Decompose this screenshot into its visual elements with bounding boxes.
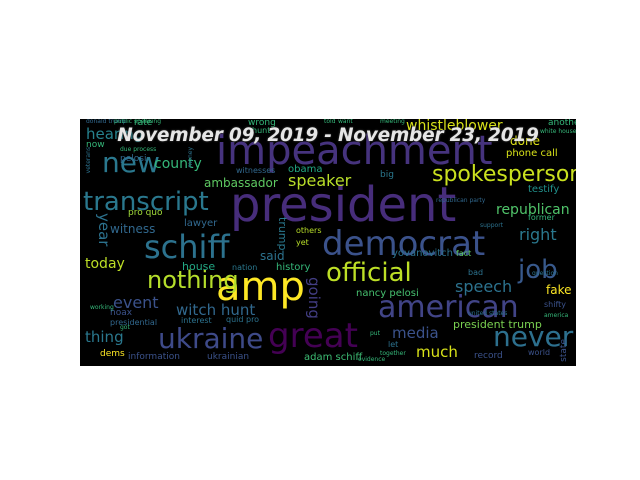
word-state: state: [559, 339, 569, 362]
word-donald-trump: donald trump: [86, 119, 127, 125]
word-shifty: shifty: [544, 300, 567, 309]
word-lawyer: lawyer: [184, 218, 218, 229]
word-due-process: due process: [120, 146, 157, 153]
word-cloud: impeachment president democrat schiff am…: [80, 119, 576, 366]
word-another: another: [548, 119, 576, 128]
word-president: president: [230, 177, 457, 233]
word-yovanovitch: yovanovitch: [392, 248, 453, 259]
word-yet: yet: [296, 238, 309, 247]
word-interest: interest: [181, 316, 212, 325]
word-got: got: [120, 324, 130, 331]
word-big: big: [380, 170, 394, 180]
word-going: going: [305, 277, 323, 319]
word-fake: fake: [546, 283, 572, 297]
word-quid-pro: quid pro: [226, 315, 260, 324]
date-range-title: November 09, 2019 - November 23, 2019: [117, 125, 539, 146]
word-adam-schiff: adam schiff: [304, 352, 363, 363]
word-together: together: [380, 350, 406, 357]
word-whistleblower: whistleblower: [406, 119, 503, 134]
word-obama: obama: [288, 164, 323, 175]
word-transcript: transcript: [83, 187, 209, 217]
word-working: working: [90, 304, 114, 311]
word-nothing: nothing: [147, 266, 239, 294]
word-hoax: hoax: [110, 308, 133, 318]
word-let: let: [388, 340, 399, 349]
word-ukraine: ukraine: [158, 322, 264, 355]
word-bad: bad: [468, 268, 484, 277]
word-democrat: democrat: [322, 224, 486, 264]
word-pro-quo: pro quo: [128, 208, 163, 218]
word-media: media: [392, 324, 439, 342]
word-evidence: evidence: [358, 356, 386, 363]
word-year: year: [95, 213, 113, 247]
word-event: event: [113, 293, 159, 312]
word-wrong: wrong: [248, 119, 276, 128]
word-information: information: [128, 352, 180, 362]
word-public-speaking: public speaking: [114, 119, 162, 125]
word-now: now: [86, 140, 105, 150]
word-history: history: [276, 262, 311, 273]
word-white-house: white house: [540, 128, 576, 135]
word-republican-party: republican party: [436, 197, 486, 204]
word-right: right: [519, 225, 557, 244]
word-speech: speech: [455, 277, 513, 296]
word-official: official: [326, 258, 412, 288]
word-rate: rate: [134, 119, 153, 128]
word-hearing: hearing: [86, 125, 144, 143]
word-testify: testify: [528, 184, 560, 195]
word-spokesperson: spokesperson: [432, 162, 576, 187]
word-veterans: veterans: [85, 147, 92, 174]
word-much: much: [416, 343, 458, 361]
word-county: county: [154, 156, 202, 172]
word-presidential: presidential: [110, 318, 158, 327]
word-said: said: [260, 249, 285, 263]
word-schiff: schiff: [144, 228, 230, 266]
word-phone-call: phone call: [506, 148, 558, 159]
word-nancy-pelosi: nancy pelosi: [356, 288, 419, 299]
word-speaker: speaker: [288, 171, 352, 190]
word-money: money: [187, 147, 194, 168]
word-want: want: [338, 119, 353, 125]
word-dems: dems: [100, 349, 125, 359]
word-witnesses: witnesses: [236, 166, 276, 175]
word-support: support: [480, 222, 504, 229]
word-nation: nation: [232, 263, 258, 272]
word-done: done: [510, 134, 540, 148]
word-others: others: [296, 226, 322, 235]
word-house: house: [182, 260, 216, 273]
word-job: job: [518, 255, 558, 285]
word-president-trump: president trump: [453, 318, 542, 331]
word-pelosi: pelosi: [120, 154, 147, 164]
word-thing: thing: [85, 328, 124, 346]
word-impeachment: impeachment: [216, 128, 493, 174]
word-amp: amp: [216, 264, 305, 310]
word-america: america: [544, 312, 569, 319]
word-hunt: hunt: [252, 126, 271, 135]
word-new: new: [102, 146, 160, 179]
word-united-states: united states: [468, 310, 508, 317]
word-ambassador: ambassador: [204, 176, 278, 190]
word-witness: witness: [110, 222, 156, 236]
word-fact: fact: [456, 249, 472, 258]
word-great: great: [268, 316, 358, 356]
word-american: american: [378, 290, 519, 325]
word-world: world: [528, 348, 551, 357]
word-trump: trump: [276, 217, 289, 251]
word-record: record: [474, 351, 503, 361]
word-republican: republican: [496, 202, 570, 218]
word-told: told: [324, 119, 336, 125]
word-former: former: [528, 213, 555, 222]
word-meeting: meeting: [380, 119, 405, 125]
word-question: question: [532, 270, 558, 277]
word-put: put: [370, 330, 380, 337]
word-today: today: [85, 256, 125, 272]
word-witch-hunt: witch hunt: [176, 301, 256, 319]
word-never: never: [493, 320, 574, 353]
word-ukrainian: ukrainian: [207, 352, 250, 362]
